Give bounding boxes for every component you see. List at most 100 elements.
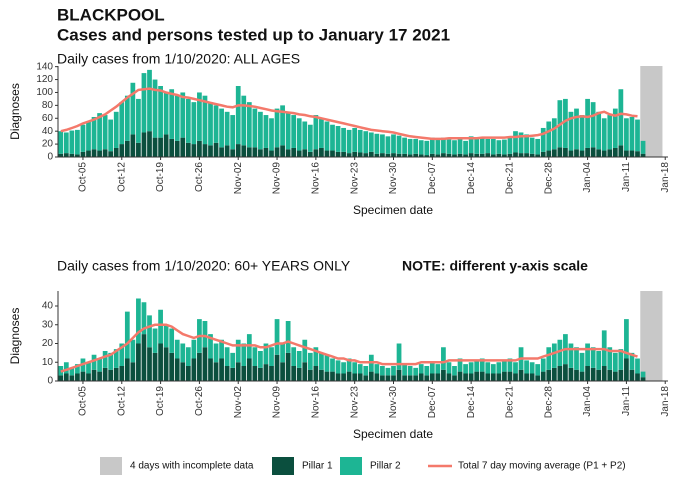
chart-title: Daily cases from 1/10/2020: 60+ YEARS ON… bbox=[57, 258, 351, 274]
bar bbox=[341, 127, 346, 152]
bar bbox=[413, 153, 419, 157]
y-tick-label: 140 bbox=[36, 61, 53, 72]
bar bbox=[108, 369, 114, 381]
bar bbox=[551, 149, 557, 157]
bar bbox=[97, 150, 102, 157]
incomplete-shade bbox=[640, 291, 663, 381]
bar bbox=[546, 347, 552, 370]
bar bbox=[551, 367, 557, 381]
bar bbox=[352, 362, 358, 374]
bar bbox=[307, 151, 313, 157]
bar bbox=[313, 366, 319, 381]
bar bbox=[524, 134, 529, 154]
bar bbox=[612, 352, 618, 372]
bar bbox=[335, 151, 341, 157]
bar bbox=[413, 367, 419, 376]
x-tick-label: Nov-16 bbox=[311, 162, 322, 195]
bar bbox=[330, 150, 335, 157]
bar bbox=[418, 154, 424, 157]
x-tick-label: Dec-07 bbox=[427, 386, 438, 419]
bar bbox=[518, 369, 524, 381]
x-tick-label: Nov-23 bbox=[349, 386, 360, 419]
bar bbox=[75, 373, 80, 381]
bar bbox=[252, 366, 258, 381]
bar bbox=[435, 364, 441, 374]
bar bbox=[357, 152, 363, 157]
bar bbox=[540, 358, 546, 372]
bar bbox=[241, 95, 247, 146]
bar bbox=[291, 347, 297, 366]
x-tick-label: Oct-05 bbox=[78, 386, 89, 416]
bar bbox=[452, 375, 457, 381]
bar bbox=[208, 145, 213, 157]
bar bbox=[191, 358, 197, 381]
bar bbox=[136, 98, 141, 143]
legend-label: Total 7 day moving average (P1 + P2) bbox=[458, 461, 626, 472]
bar bbox=[485, 153, 491, 157]
x-tick-label: Dec-14 bbox=[466, 386, 477, 419]
y-tick-label: 60 bbox=[42, 113, 54, 124]
bar bbox=[629, 369, 635, 381]
bar bbox=[474, 371, 480, 381]
bar bbox=[357, 364, 363, 374]
bar bbox=[108, 151, 114, 157]
bar bbox=[63, 373, 69, 381]
bar bbox=[601, 118, 607, 151]
bar bbox=[407, 366, 413, 376]
bar bbox=[241, 343, 247, 366]
plot bbox=[58, 291, 663, 381]
x-tick-label: Dec-14 bbox=[466, 162, 477, 195]
bar bbox=[152, 352, 158, 381]
bar bbox=[191, 144, 197, 157]
bar bbox=[385, 375, 391, 381]
bar bbox=[457, 358, 463, 372]
bar bbox=[58, 153, 64, 157]
bar bbox=[97, 113, 102, 151]
bar bbox=[502, 139, 507, 155]
bar bbox=[463, 154, 468, 157]
bar bbox=[374, 373, 380, 381]
bar bbox=[124, 140, 130, 157]
bar bbox=[330, 358, 335, 372]
bar bbox=[463, 373, 468, 381]
bar bbox=[158, 137, 163, 157]
bar bbox=[396, 369, 402, 381]
bar bbox=[263, 364, 269, 381]
bar bbox=[590, 367, 596, 381]
bar bbox=[579, 115, 585, 151]
y-tick-label: 30 bbox=[42, 319, 54, 330]
bar bbox=[435, 154, 441, 157]
bar bbox=[596, 149, 602, 157]
bar bbox=[163, 324, 169, 348]
bar bbox=[147, 69, 152, 132]
y-axis-label: Diagnoses bbox=[8, 308, 22, 365]
bar bbox=[540, 151, 546, 157]
bar bbox=[296, 351, 302, 368]
bar bbox=[402, 153, 407, 157]
bar bbox=[568, 111, 574, 151]
bar bbox=[624, 118, 629, 151]
bar bbox=[413, 375, 419, 381]
x-tick-label: Oct-26 bbox=[194, 162, 205, 192]
bar bbox=[191, 339, 197, 359]
bar bbox=[441, 369, 446, 381]
bar bbox=[640, 153, 646, 157]
bar bbox=[224, 145, 230, 157]
bar bbox=[252, 347, 258, 366]
x-tick-label: Nov-30 bbox=[388, 162, 399, 195]
bar bbox=[291, 366, 297, 381]
bar bbox=[468, 136, 474, 154]
bar bbox=[635, 358, 640, 374]
bar bbox=[330, 124, 335, 151]
bar bbox=[263, 147, 269, 157]
incomplete-shade bbox=[640, 66, 663, 157]
bar bbox=[258, 367, 263, 381]
y-tick-label: 10 bbox=[42, 357, 54, 368]
legend-label: Pillar 2 bbox=[370, 461, 401, 472]
bar bbox=[202, 321, 208, 348]
bar bbox=[468, 153, 474, 157]
bar bbox=[274, 147, 280, 157]
bar bbox=[235, 362, 241, 381]
bar bbox=[557, 147, 563, 157]
bar bbox=[518, 153, 524, 157]
